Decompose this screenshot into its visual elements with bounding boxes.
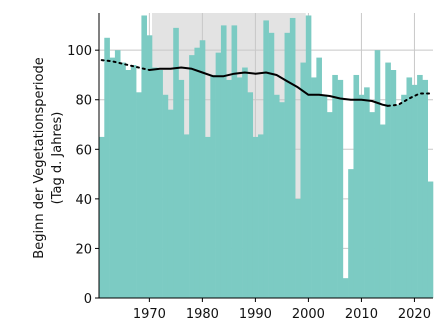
bar — [332, 74, 338, 299]
bar — [120, 62, 126, 298]
bar — [289, 17, 296, 299]
x-tick-label: 2000 — [292, 307, 325, 322]
bar — [300, 62, 307, 298]
bar — [157, 70, 163, 298]
bar — [401, 94, 407, 298]
x-tick-label: 1970 — [133, 307, 166, 322]
x-tick-label: 1980 — [186, 307, 219, 322]
x-tick-label: 1990 — [239, 307, 272, 322]
bar — [263, 20, 269, 298]
bar — [422, 79, 428, 298]
bar — [114, 50, 121, 298]
x-tick-label: 2020 — [398, 307, 431, 322]
y-axis-label-line-1: Beginn der Vegetationsperiode — [32, 57, 47, 258]
bar — [326, 112, 333, 298]
bar — [364, 87, 370, 298]
bar — [385, 62, 391, 298]
trend-line-dotted-left — [100, 59, 151, 71]
bar — [146, 35, 153, 298]
bar — [395, 104, 402, 299]
bar — [411, 84, 418, 298]
axes: 0 20 40 60 80 100 1970 1980 1990 2000 2010 2020 — [67, 13, 433, 322]
bar — [210, 74, 216, 299]
bar — [136, 92, 142, 298]
bar — [220, 25, 227, 299]
bar — [199, 40, 206, 299]
bar — [321, 94, 328, 298]
bar — [189, 55, 195, 299]
bar — [353, 74, 360, 299]
y-tick-label: 40 — [75, 193, 92, 208]
bar — [236, 77, 243, 298]
bar — [162, 94, 169, 298]
bar — [183, 134, 190, 298]
y-tick-label: 100 — [67, 44, 92, 59]
bar — [252, 136, 259, 298]
bar — [417, 74, 423, 299]
bar — [205, 136, 211, 298]
plot-area — [99, 13, 434, 299]
bar — [152, 67, 158, 299]
bar — [242, 67, 248, 299]
bar — [369, 112, 375, 298]
bar — [194, 47, 201, 299]
bar — [173, 27, 179, 298]
bar — [258, 134, 264, 298]
y-tick-label: 80 — [75, 94, 92, 109]
bar — [390, 70, 397, 298]
bar — [273, 94, 280, 298]
bar — [337, 79, 344, 298]
bar — [130, 65, 137, 298]
bar — [141, 15, 148, 298]
bar — [231, 25, 238, 299]
bar — [99, 136, 105, 298]
bar — [316, 57, 322, 298]
bar — [427, 181, 434, 298]
bar — [284, 32, 291, 299]
bar — [125, 70, 132, 298]
bar — [406, 77, 413, 298]
bar — [311, 77, 317, 298]
bar — [374, 50, 381, 298]
bar — [226, 79, 232, 298]
bar — [178, 79, 185, 298]
bar — [379, 124, 386, 299]
bar — [109, 57, 116, 298]
bar — [247, 92, 254, 298]
trend-line-dotted-right — [386, 92, 432, 107]
y-tick-label: 0 — [84, 292, 92, 307]
bar — [358, 94, 365, 298]
bar — [305, 15, 312, 298]
x-tick-label: 2010 — [345, 307, 378, 322]
bar — [342, 278, 349, 298]
bar — [104, 37, 110, 299]
y-tick-label: 20 — [75, 242, 92, 257]
bar — [268, 32, 275, 299]
bar — [215, 52, 222, 298]
bar — [167, 109, 174, 298]
bar — [348, 169, 354, 298]
trend-line — [149, 66, 389, 107]
bar — [295, 198, 301, 298]
y-axis-label-line-2: (Tag d. Jahres) — [50, 112, 65, 205]
bar — [279, 102, 285, 298]
y-tick-label: 60 — [75, 143, 92, 158]
